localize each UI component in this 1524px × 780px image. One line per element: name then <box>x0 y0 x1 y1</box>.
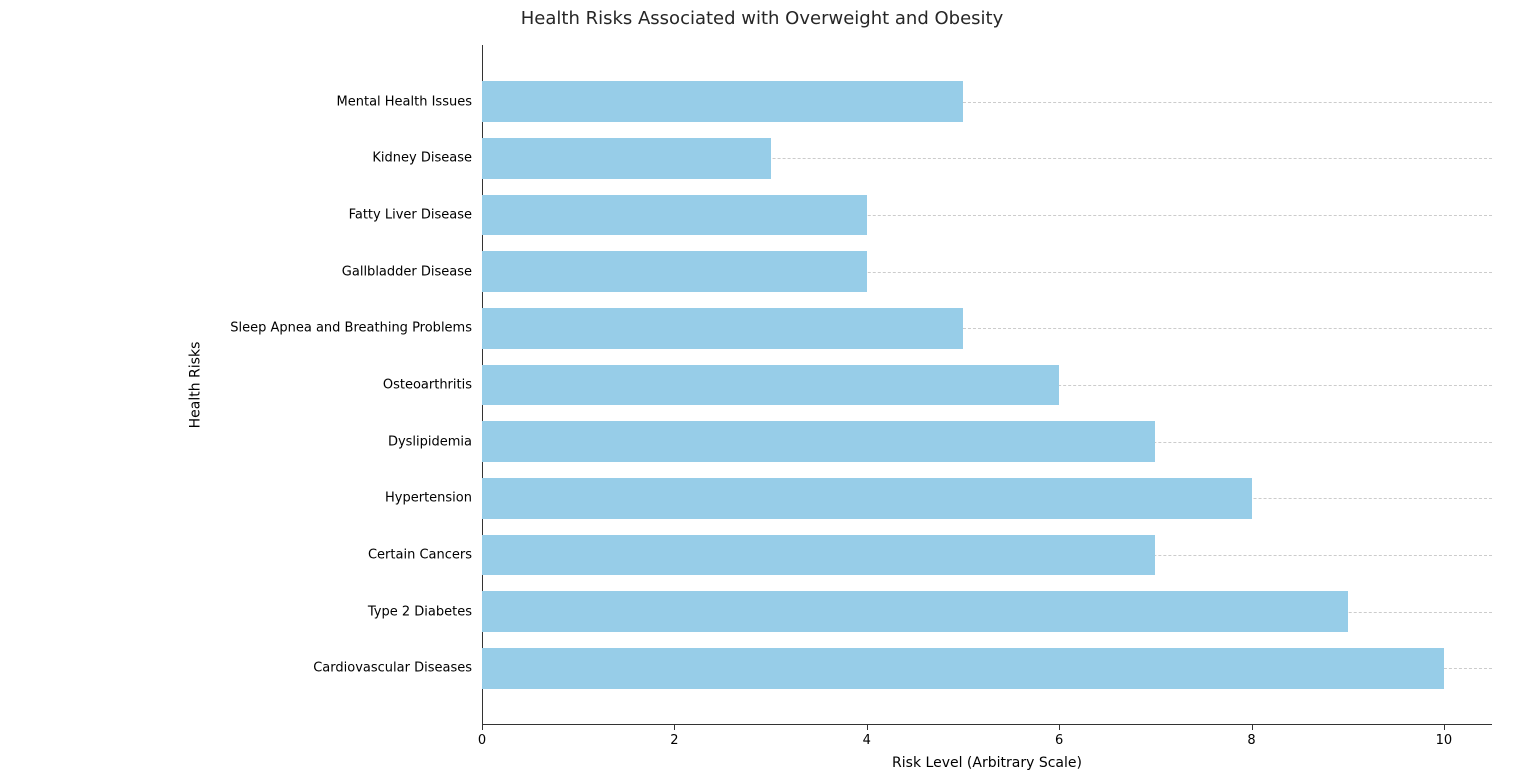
x-tick-label: 0 <box>478 725 486 748</box>
bar <box>482 421 1155 462</box>
y-tick-label: Hypertension <box>385 491 482 506</box>
chart-container: Health Risks Associated with Overweight … <box>0 0 1524 780</box>
bar <box>482 591 1348 632</box>
x-tick-label: 4 <box>863 725 871 748</box>
plot-area: Cardiovascular DiseasesType 2 DiabetesCe… <box>482 45 1492 725</box>
bar <box>482 365 1059 406</box>
bar <box>482 308 963 349</box>
y-tick-label: Mental Health Issues <box>337 94 482 109</box>
y-tick-label: Cardiovascular Diseases <box>313 661 482 676</box>
bar <box>482 648 1444 689</box>
y-tick-label: Kidney Disease <box>372 151 482 166</box>
bar <box>482 195 867 236</box>
chart-title: Health Risks Associated with Overweight … <box>0 8 1524 29</box>
bar <box>482 138 771 179</box>
bar <box>482 478 1252 519</box>
bar <box>482 81 963 122</box>
bar <box>482 251 867 292</box>
x-axis-label: Risk Level (Arbitrary Scale) <box>892 725 1082 771</box>
y-tick-label: Gallbladder Disease <box>342 264 482 279</box>
y-tick-label: Osteoarthritis <box>383 378 482 393</box>
x-tick-label: 8 <box>1247 725 1255 748</box>
y-tick-label: Dyslipidemia <box>388 434 482 449</box>
bar <box>482 535 1155 576</box>
x-tick-label: 2 <box>670 725 678 748</box>
y-tick-label: Type 2 Diabetes <box>368 604 482 619</box>
x-tick-label: 10 <box>1436 725 1453 748</box>
y-axis-label: Health Risks <box>187 342 203 429</box>
y-tick-label: Fatty Liver Disease <box>349 208 482 223</box>
y-tick-label: Certain Cancers <box>368 548 482 563</box>
y-tick-label: Sleep Apnea and Breathing Problems <box>230 321 482 336</box>
